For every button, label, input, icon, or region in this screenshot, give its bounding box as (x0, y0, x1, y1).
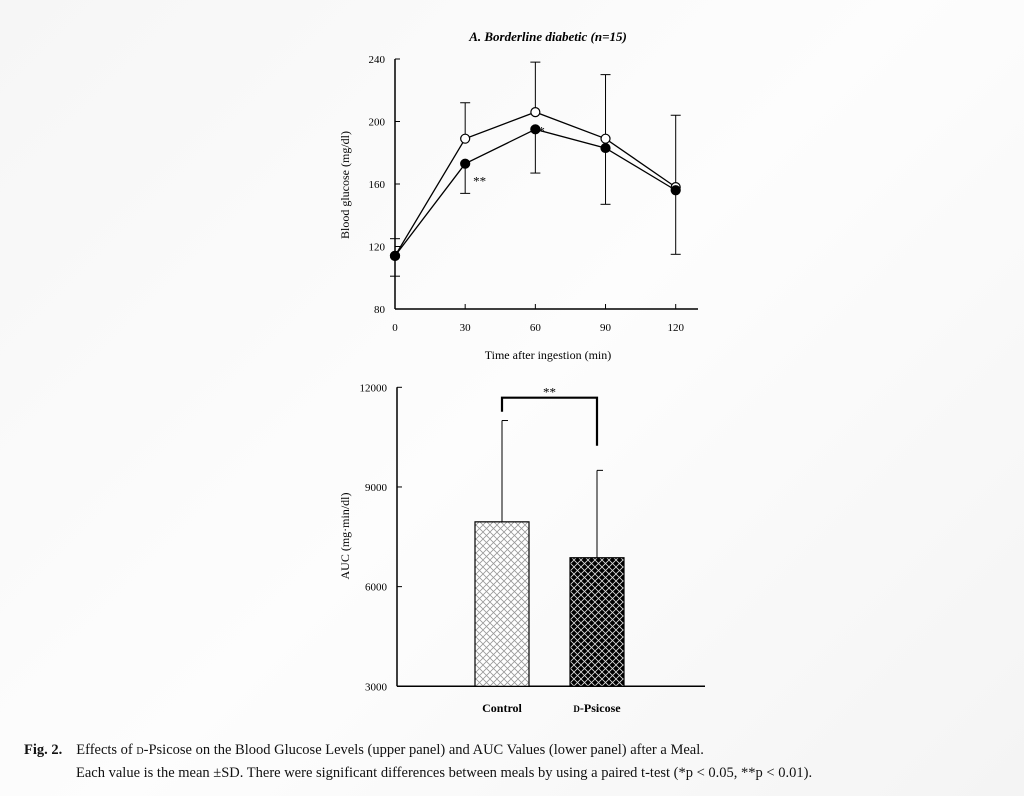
y-tick-label: 3000 (365, 681, 388, 693)
filled-point (670, 185, 681, 196)
significance-mark: ** (543, 385, 556, 400)
caption-text: -Psicose on the Blood Glucose Levels (up… (143, 742, 704, 758)
bar-d-psicose (569, 557, 625, 687)
significance-mark: * (538, 123, 545, 138)
filled-point (600, 142, 611, 154)
category-label: D-Psicose (573, 701, 621, 715)
caption-text: Effects of (76, 742, 137, 758)
figure-caption: Fig. 2. Effects of d-Psicose on the Blood… (24, 739, 812, 785)
bar-control (474, 521, 530, 687)
caption-text: d (136, 742, 144, 758)
y-tick-label: 120 (369, 242, 386, 254)
y-tick-label: 9000 (365, 482, 388, 494)
y-tick-label: 160 (369, 179, 386, 191)
filled-point (389, 250, 401, 261)
figure: A. Borderline diabetic (n=15) Time after… (338, 29, 705, 715)
y-tick-label: 240 (369, 54, 386, 66)
category-label: Control (482, 701, 522, 715)
x-tick-label: 60 (530, 322, 542, 334)
filled-point (530, 124, 541, 135)
bar-y-axis-label: AUC (mg·min/dl) (338, 493, 352, 580)
x-axis-label: Time after ingestion (min) (485, 348, 612, 362)
caption-label: Fig. 2. (24, 742, 63, 758)
y-axis-label: Blood glucose (mg/dl) (338, 131, 352, 239)
open-point (600, 133, 611, 144)
open-point (460, 133, 471, 144)
y-tick-label: 200 (369, 117, 386, 129)
open-point (530, 107, 541, 118)
chart-title: A. Borderline diabetic (n=15) (468, 29, 627, 44)
x-tick-label: 30 (460, 322, 472, 334)
y-tick-label: 80 (374, 304, 386, 316)
y-tick-label: 12000 (360, 382, 388, 394)
x-tick-label: 0 (392, 322, 398, 334)
significance-bracket (500, 396, 599, 446)
x-tick-label: 90 (600, 322, 612, 334)
y-tick-label: 6000 (365, 582, 388, 594)
caption-line-2: Each value is the mean ±SD. There were s… (76, 765, 813, 781)
filled-point (460, 158, 471, 169)
x-tick-label: 120 (667, 322, 684, 334)
significance-mark: ** (473, 174, 486, 189)
